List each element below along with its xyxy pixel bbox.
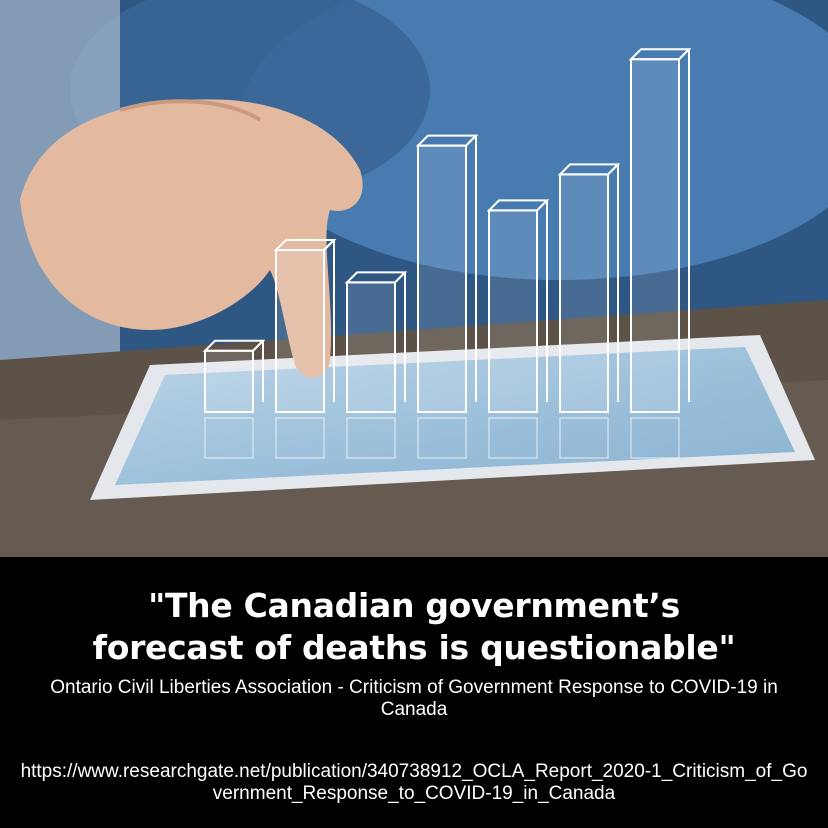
hologram-bar bbox=[344, 271, 408, 459]
source-url: https://www.researchgate.net/publication… bbox=[20, 761, 808, 804]
hologram-bar-chart bbox=[202, 48, 692, 459]
caption-panel: "The Canadian government’s forecast of d… bbox=[0, 557, 828, 828]
quote-line-1: "The Canadian government’s bbox=[148, 586, 680, 625]
hologram-bar bbox=[628, 48, 692, 459]
tablet-chart-illustration bbox=[0, 0, 828, 557]
hero-photo bbox=[0, 0, 828, 557]
hologram-bar bbox=[486, 199, 550, 459]
source-attribution: Ontario Civil Liberties Association - Cr… bbox=[50, 677, 778, 720]
hologram-bar bbox=[202, 339, 266, 459]
hologram-bar bbox=[557, 163, 621, 459]
quote-headline: "The Canadian government’s forecast of d… bbox=[20, 585, 808, 669]
hologram-bar bbox=[273, 239, 337, 459]
quote-line-2: forecast of deaths is questionable" bbox=[92, 628, 736, 667]
hologram-bar bbox=[415, 134, 479, 459]
hand-shape bbox=[20, 99, 363, 378]
